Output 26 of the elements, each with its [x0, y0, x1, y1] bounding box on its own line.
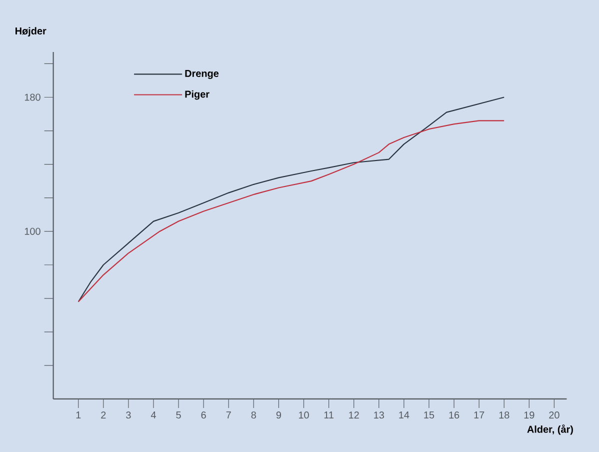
x-tick-label: 16	[449, 412, 460, 419]
x-tick-label: 12	[349, 412, 359, 418]
y-axis-title: Højder	[16, 27, 46, 36]
x-tick-label: 8	[251, 412, 256, 419]
x-tick-label: 20	[549, 412, 560, 419]
x-tick-label: 7	[226, 412, 231, 418]
x-tick-label: 5	[176, 412, 181, 418]
x-tick-label: 9	[276, 412, 282, 419]
x-tick-label: 13	[374, 412, 384, 419]
x-tick-label: 2	[101, 412, 106, 418]
x-tick-label: 4	[150, 412, 156, 418]
legend-label: Drenge	[185, 70, 219, 80]
legend-label: Piger	[185, 90, 210, 100]
y-tick-label: 100	[24, 228, 40, 235]
x-tick-label: 19	[524, 412, 534, 419]
x-axis-title: Alder, (år)	[527, 424, 573, 435]
x-tick-label: 3	[126, 412, 131, 419]
x-tick-label: 1	[76, 412, 81, 418]
x-tick-label: 18	[499, 412, 510, 419]
x-tick-label: 15	[424, 412, 434, 418]
x-tick-label: 17	[474, 412, 484, 418]
x-tick-label: 10	[298, 412, 309, 419]
x-tick-label: 11	[324, 412, 334, 418]
x-tick-label: 14	[399, 412, 410, 418]
x-tick-label: 6	[201, 412, 206, 419]
y-tick-label: 180	[24, 94, 40, 101]
